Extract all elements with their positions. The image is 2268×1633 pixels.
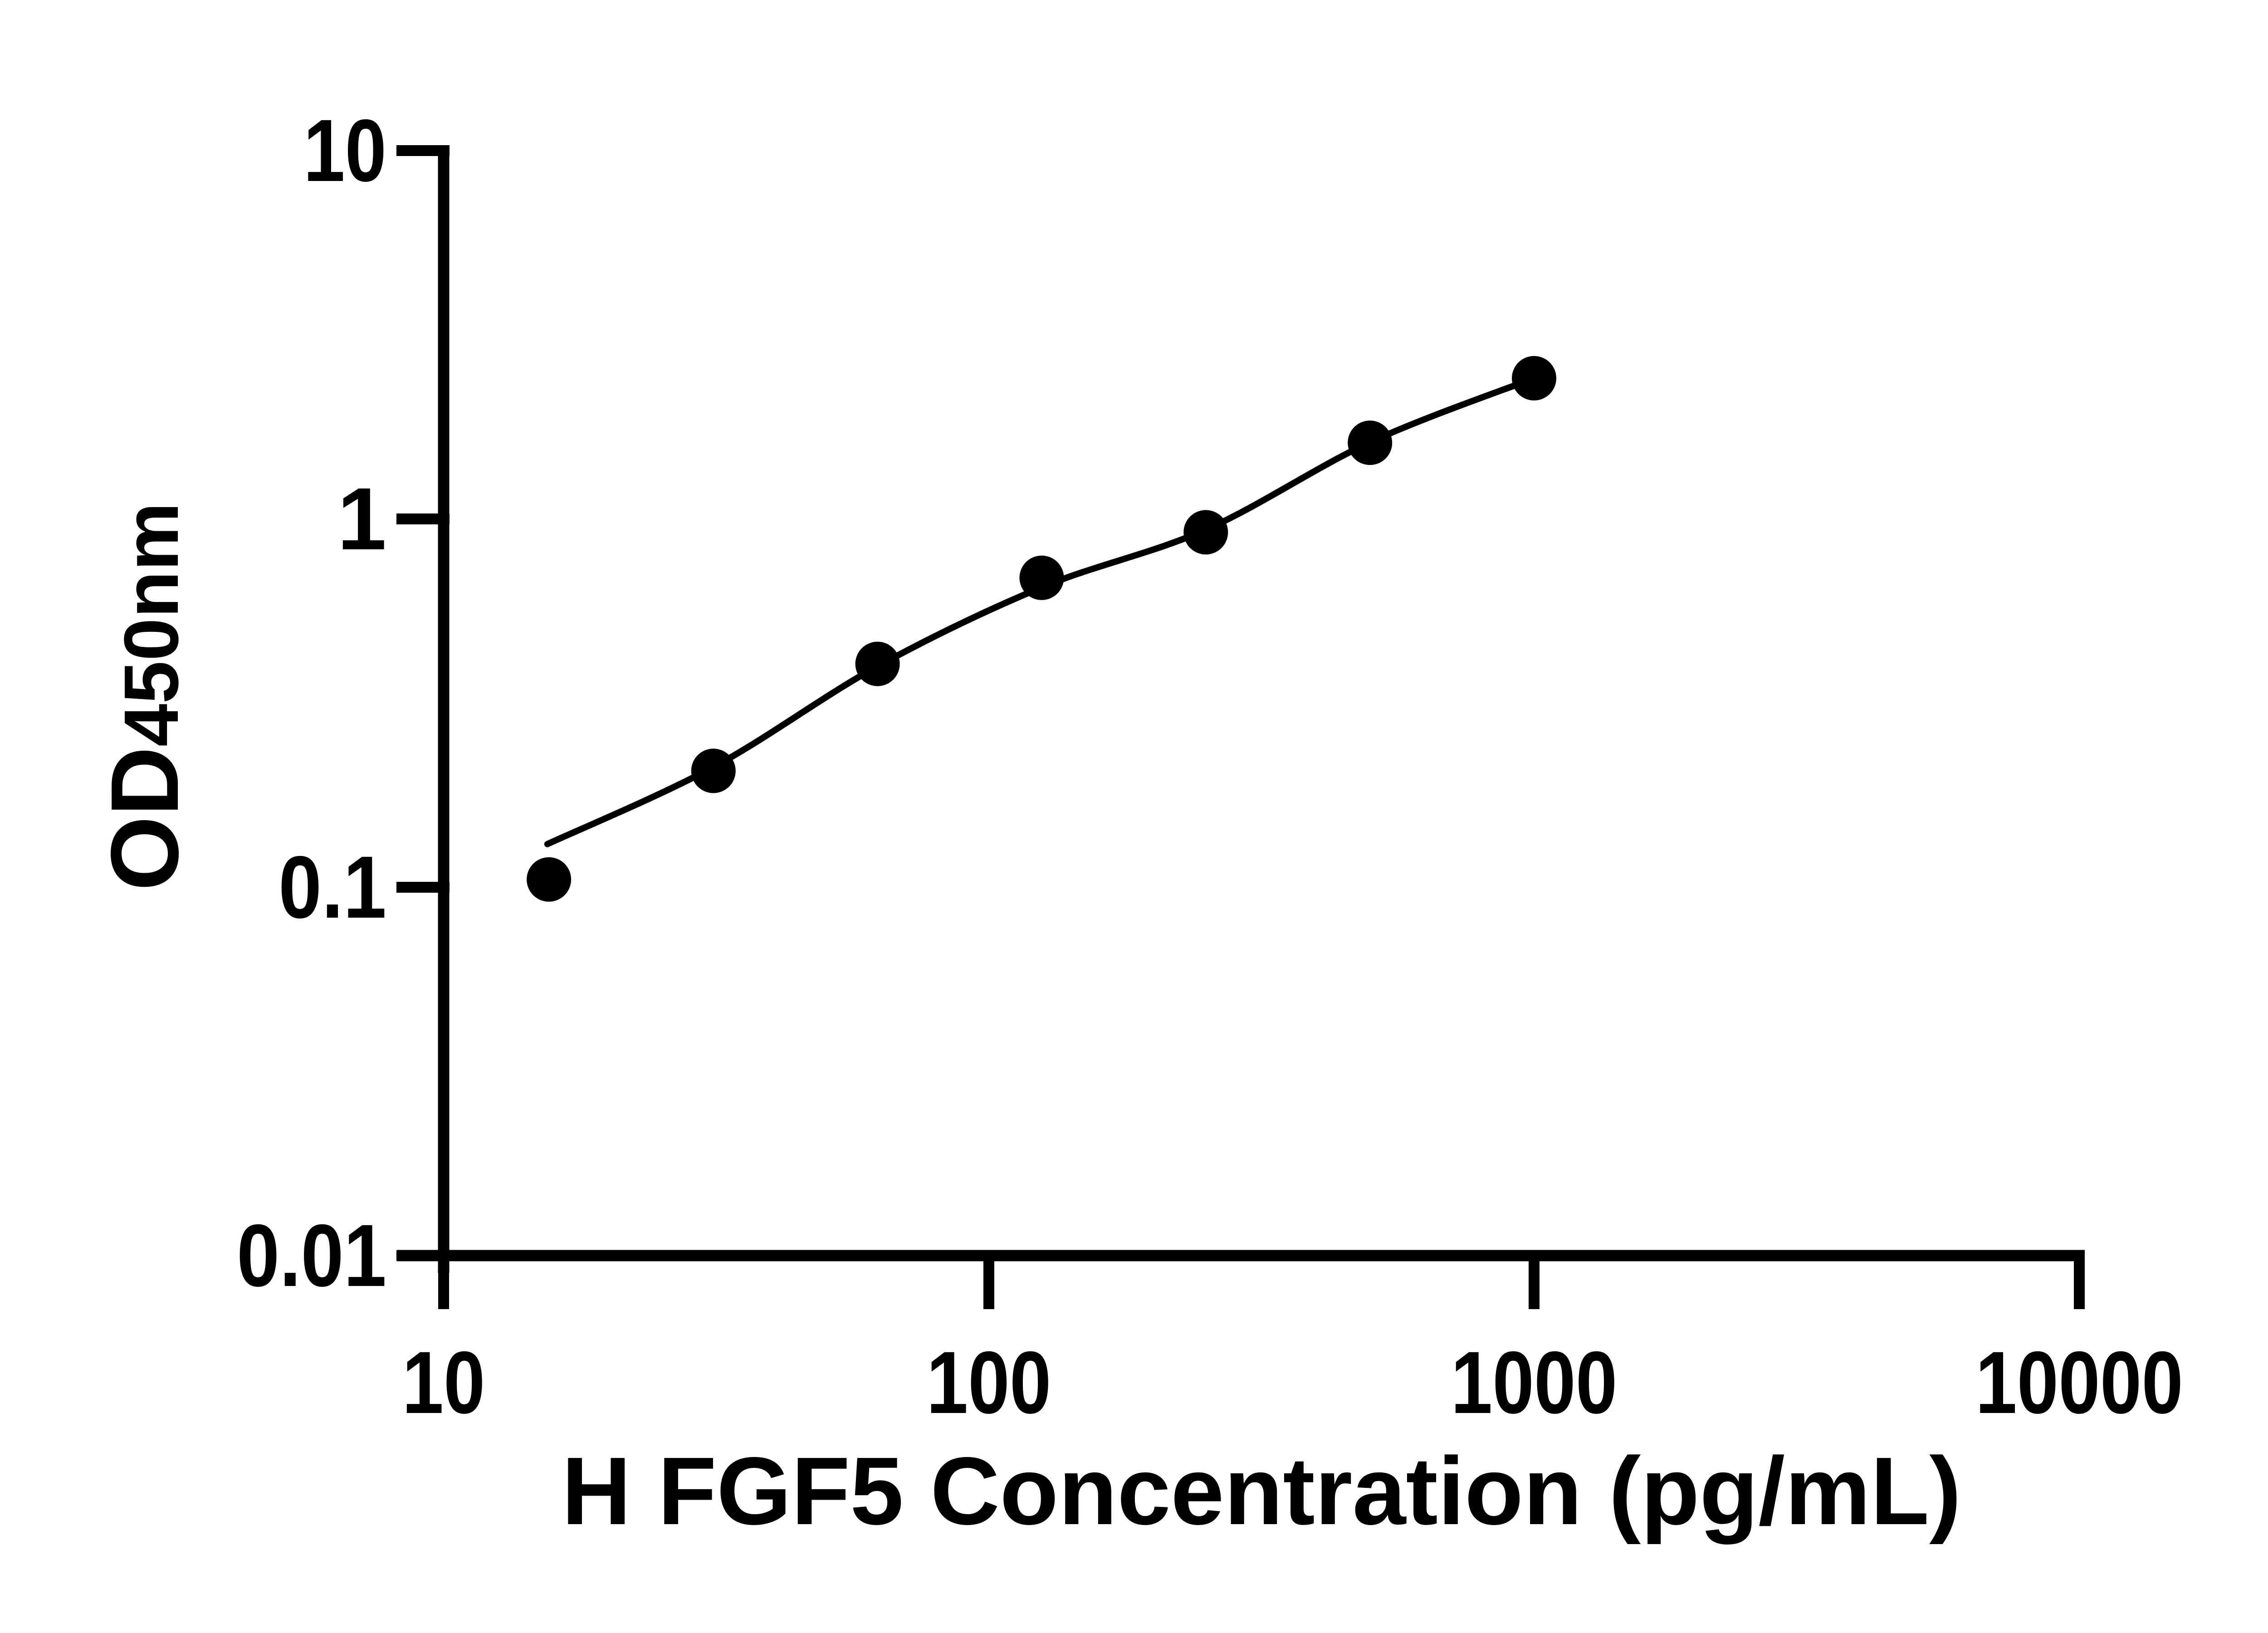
y-tick-label-1: 1	[337, 469, 386, 568]
x-tick-label-100: 100	[927, 1333, 1051, 1432]
x-axis-title: H FGF5 Concentration (pg/mL)	[562, 1437, 1961, 1545]
data-series	[527, 356, 1556, 902]
data-point	[691, 748, 736, 793]
data-point	[1183, 510, 1228, 555]
x-tick-label-10000: 10000	[1975, 1333, 2183, 1432]
y-tick-label-0.01: 0.01	[237, 1206, 386, 1305]
y-tick-label-0.1: 0.1	[279, 838, 386, 937]
data-point	[527, 857, 572, 902]
data-point	[1512, 356, 1556, 401]
data-point	[855, 641, 900, 686]
y-axis-title: OD450nm	[91, 502, 198, 891]
y-axis-title-subscript: 450nm	[108, 502, 195, 747]
data-point	[1348, 420, 1393, 465]
axes	[396, 145, 2085, 1309]
x-tick-label-10: 10	[402, 1333, 485, 1432]
x-tick-label-1000: 1000	[1451, 1333, 1618, 1432]
y-tick-label-10: 10	[303, 101, 386, 200]
y-axis-title-main: OD	[91, 747, 198, 891]
data-point	[1019, 555, 1064, 600]
